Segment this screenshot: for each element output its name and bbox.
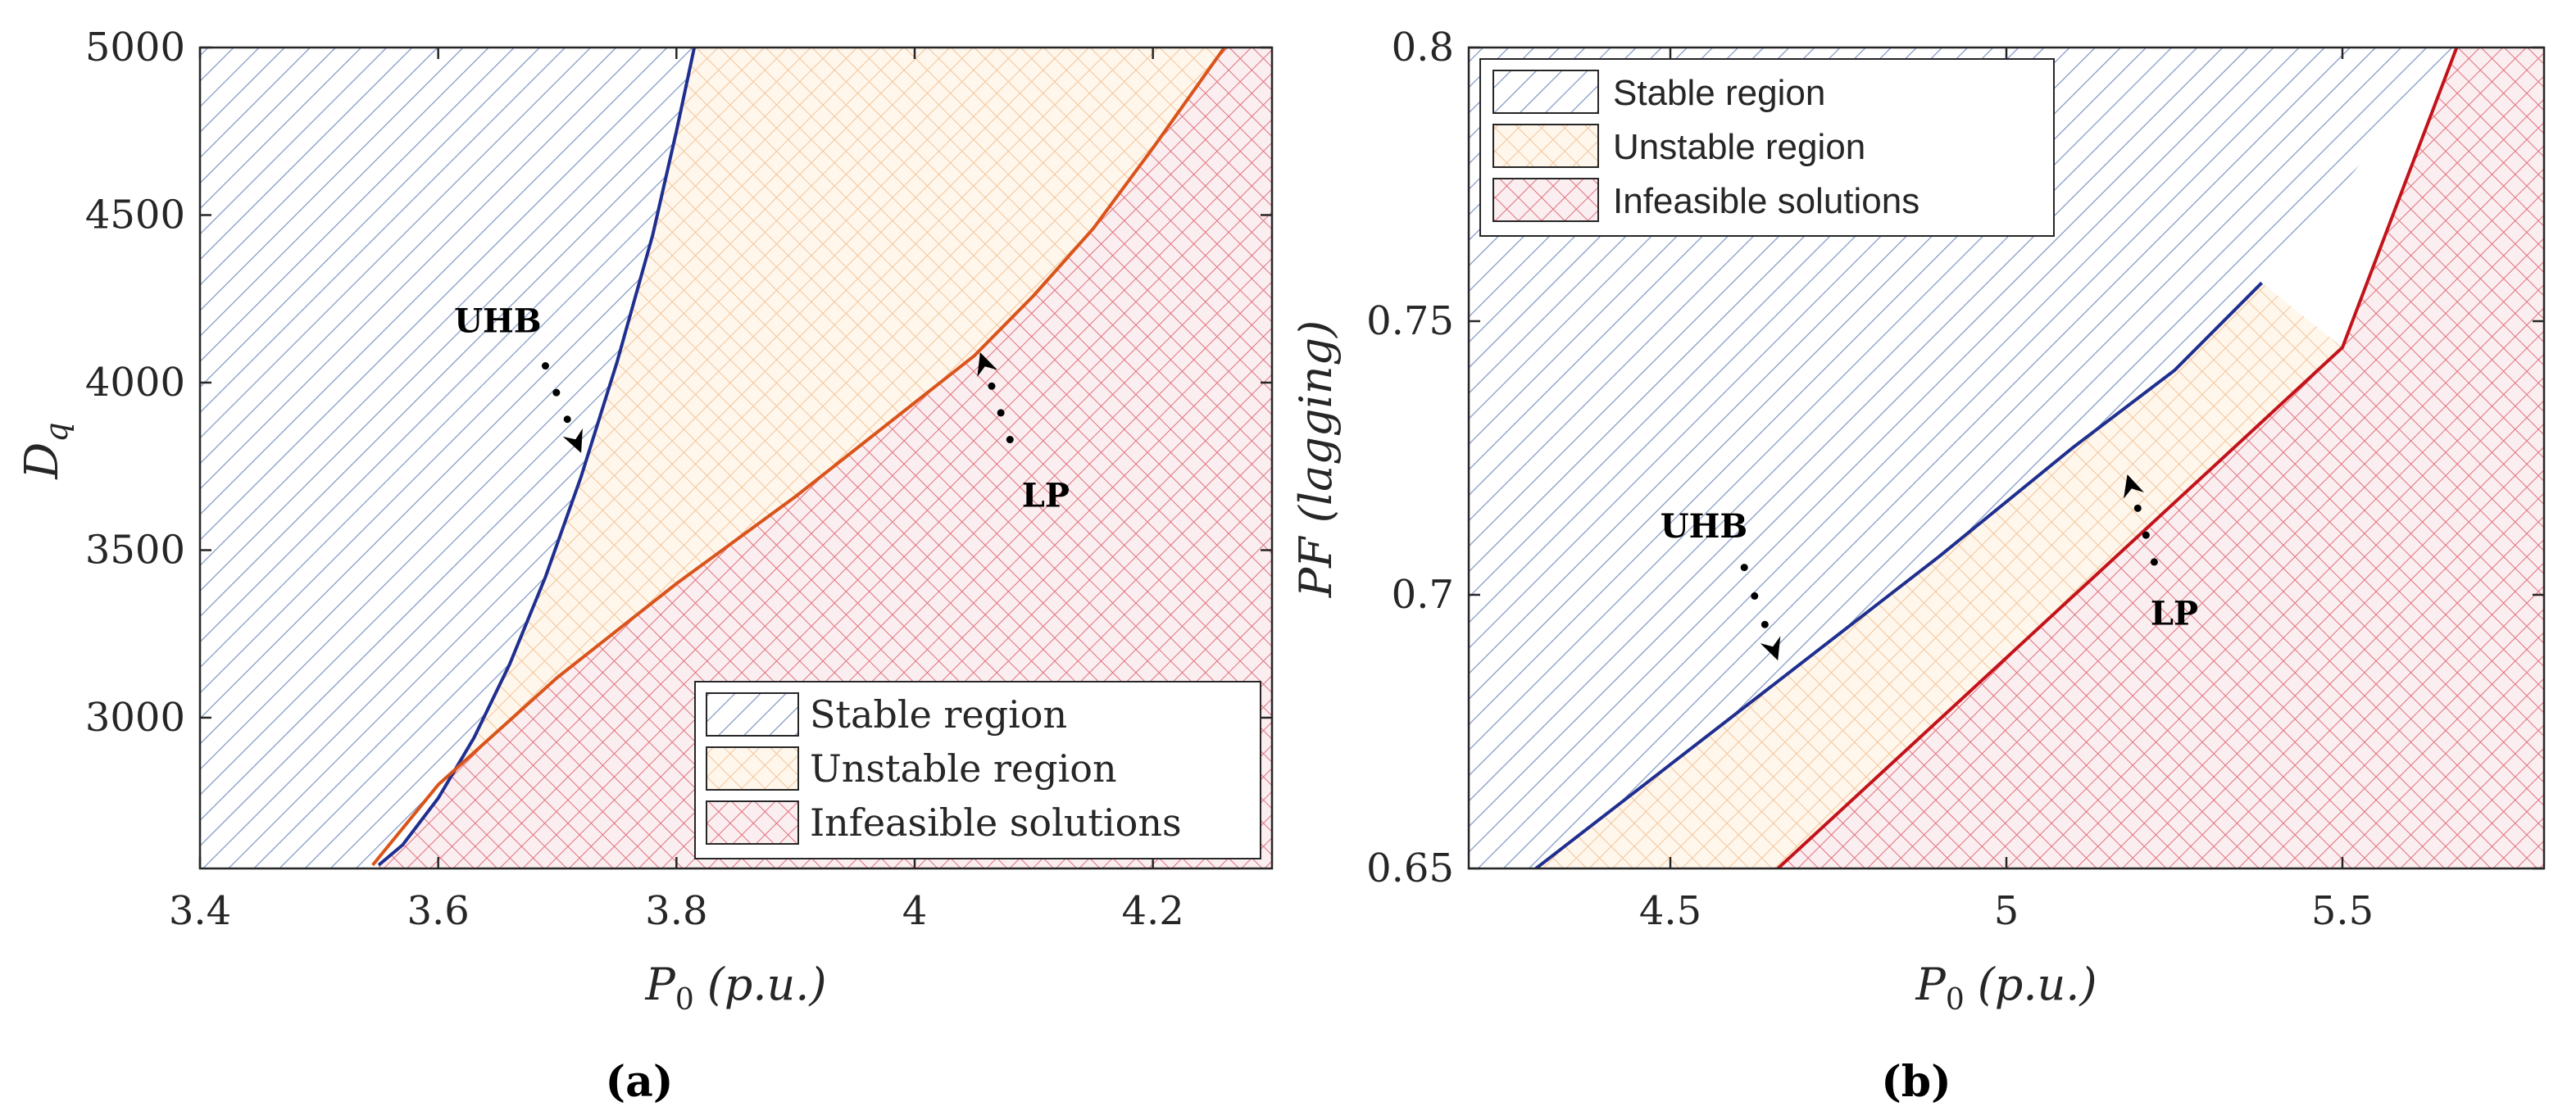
b-annotation-dot [2133, 504, 2142, 512]
a-xtick-label: 3.4 [169, 888, 231, 934]
a-legend-infeasible-label: Infeasible solutions [810, 800, 1182, 845]
b-xtick-label: 4.5 [1639, 888, 1701, 934]
a-annotations: UHB LP [454, 302, 1070, 515]
b-x-axis-label: P0 (p.u.) [1915, 959, 2097, 1017]
a-x-ticks: 3.4 3.6 3.8 4 4.2 [169, 48, 1184, 934]
b-annotation-dot [2150, 558, 2158, 566]
a-legend-unstable-label: Unstable region [810, 746, 1117, 791]
b-panel-label: (b) [1881, 1057, 1951, 1107]
b-ytick-label: 0.8 [1392, 25, 1454, 70]
a-legend-unstable-swatch [706, 746, 799, 791]
b-legend-stable-label: Stable region [1613, 73, 1825, 113]
a-annotation-dot [1006, 436, 1014, 444]
a-legend-infeasible-swatch [706, 800, 799, 845]
a-legend-stable-label: Stable region [810, 692, 1067, 737]
a-ytick-label: 3000 [85, 695, 185, 741]
a-xtick-label: 4 [902, 888, 928, 934]
a-stable-region [200, 48, 695, 868]
b-annotation-label: UHB [1661, 507, 1747, 546]
b-unstable-region [1536, 283, 2342, 868]
b-annotation-dot [1740, 564, 1748, 572]
b-ytick-label: 0.65 [1366, 846, 1454, 891]
b-xtick-label: 5.5 [2311, 888, 2374, 934]
b-annotation-dot [2142, 531, 2150, 539]
a-xtick-label: 3.6 [407, 888, 469, 934]
a-ytick-label: 5000 [85, 25, 185, 70]
a-legend: Stable region Unstable region Infeasible… [694, 681, 1261, 859]
b-ytick-label: 0.7 [1392, 572, 1454, 618]
b-ytick-label: 0.75 [1366, 298, 1454, 344]
a-uhb-boundary-line [377, 48, 697, 867]
b-annotation-arrowhead [1760, 636, 1781, 661]
b-x-ticks: 4.5 5 5.5 [1639, 48, 2374, 934]
b-annotation-arrowhead [2124, 474, 2144, 499]
b-lp-boundary-line [1776, 48, 2459, 868]
a-y-axis-label: Dq [16, 422, 75, 479]
a-annotation-label: UHB [454, 302, 541, 341]
b-legend-unstable-label: Unstable region [1613, 127, 1865, 167]
b-legend-stable-swatch [1492, 70, 1599, 114]
a-annotation-arrowhead [977, 352, 998, 377]
b-legend-infeasible-swatch [1492, 178, 1599, 222]
a-panel-label: (a) [606, 1057, 674, 1107]
panel-a: 3.4 3.6 3.8 4 4.2 3000 3500 4000 4500 5000 UHB LP… [16, 25, 1274, 1107]
b-y-axis-label: PF (lagging) [1290, 320, 1342, 598]
a-legend-stable-swatch [706, 692, 799, 737]
a-x-axis-label: P0 (p.u.) [644, 959, 826, 1017]
a-annotation-dot [541, 362, 549, 370]
a-annotation-dot [997, 409, 1005, 417]
a-ytick-label: 4500 [85, 192, 185, 238]
a-xtick-label: 4.2 [1121, 888, 1184, 934]
b-annotation-dot [1760, 620, 1769, 628]
a-annotation-label: LP [1022, 476, 1070, 515]
a-xtick-label: 3.8 [645, 888, 707, 934]
panel-b: 4.5 5 5.5 0.65 0.7 0.75 0.8 UHB LP P0 (p.u.) PF… [1290, 25, 2546, 1107]
b-uhb-boundary-line [1534, 281, 2264, 868]
a-annotation-arrowhead [562, 428, 583, 453]
a-lp-boundary-line [371, 48, 1226, 867]
a-annotation-dot [552, 388, 561, 397]
b-legend: Stable region Unstable region Infeasible… [1479, 58, 2055, 237]
b-annotation-label: LP [2151, 595, 2198, 633]
a-annotation-dot [988, 382, 996, 390]
a-axes-box [198, 46, 1274, 870]
b-annotations: UHB LP [1661, 474, 2198, 661]
a-y-ticks: 3000 3500 4000 4500 5000 [85, 25, 1272, 741]
a-infeasible-region [372, 48, 1272, 868]
b-stable-region [1469, 48, 2457, 868]
a-ytick-label: 4000 [85, 360, 185, 406]
a-annotation-dot [563, 415, 571, 424]
a-unstable-region [372, 48, 1224, 868]
b-annotation-dot [1751, 592, 1759, 600]
b-legend-unstable-swatch [1492, 124, 1599, 168]
b-xtick-label: 5 [1994, 888, 2019, 934]
b-y-ticks: 0.65 0.7 0.75 0.8 [1366, 25, 2544, 891]
b-legend-infeasible-label: Infeasible solutions [1613, 181, 1920, 221]
b-infeasible-region [1778, 48, 2544, 868]
a-ytick-label: 3500 [85, 527, 185, 573]
